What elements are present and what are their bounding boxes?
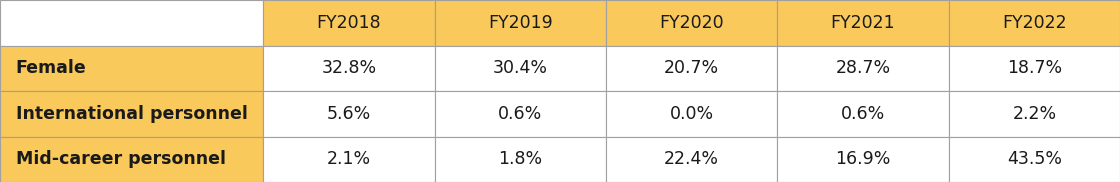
Bar (777, 0, 949, 46)
Bar (606, 136, 777, 182)
Text: 28.7%: 28.7% (836, 59, 890, 77)
Bar (606, 0, 777, 46)
Bar (777, 46, 949, 91)
Text: 0.0%: 0.0% (670, 105, 713, 123)
Text: FY2019: FY2019 (488, 14, 552, 32)
Bar (263, 91, 435, 136)
Text: 5.6%: 5.6% (327, 105, 371, 123)
Text: 20.7%: 20.7% (664, 59, 719, 77)
Text: FY2022: FY2022 (1002, 14, 1066, 32)
Bar (0, 46, 263, 91)
Text: 43.5%: 43.5% (1007, 150, 1062, 168)
Bar (606, 46, 777, 91)
Bar (263, 46, 435, 91)
Text: 2.2%: 2.2% (1012, 105, 1056, 123)
Bar (435, 136, 606, 182)
Text: 32.8%: 32.8% (321, 59, 376, 77)
Text: 0.6%: 0.6% (841, 105, 885, 123)
Bar (0, 136, 263, 182)
Bar (949, 0, 1120, 46)
Bar (263, 136, 435, 182)
Bar (0, 91, 263, 136)
Text: 0.6%: 0.6% (498, 105, 542, 123)
Bar (0, 0, 263, 46)
Text: Female: Female (16, 59, 86, 77)
Bar (777, 136, 949, 182)
Text: 30.4%: 30.4% (493, 59, 548, 77)
Text: International personnel: International personnel (16, 105, 248, 123)
Text: FY2020: FY2020 (660, 14, 724, 32)
Bar (949, 91, 1120, 136)
Text: FY2018: FY2018 (317, 14, 381, 32)
Bar (949, 46, 1120, 91)
Bar (435, 46, 606, 91)
Bar (435, 91, 606, 136)
Text: FY2021: FY2021 (831, 14, 895, 32)
Bar (949, 136, 1120, 182)
Bar (435, 0, 606, 46)
Text: 2.1%: 2.1% (327, 150, 371, 168)
Text: 22.4%: 22.4% (664, 150, 719, 168)
Bar (606, 91, 777, 136)
Text: 1.8%: 1.8% (498, 150, 542, 168)
Text: 18.7%: 18.7% (1007, 59, 1062, 77)
Text: 16.9%: 16.9% (836, 150, 890, 168)
Bar (263, 0, 435, 46)
Bar (777, 91, 949, 136)
Text: Mid-career personnel: Mid-career personnel (16, 150, 226, 168)
